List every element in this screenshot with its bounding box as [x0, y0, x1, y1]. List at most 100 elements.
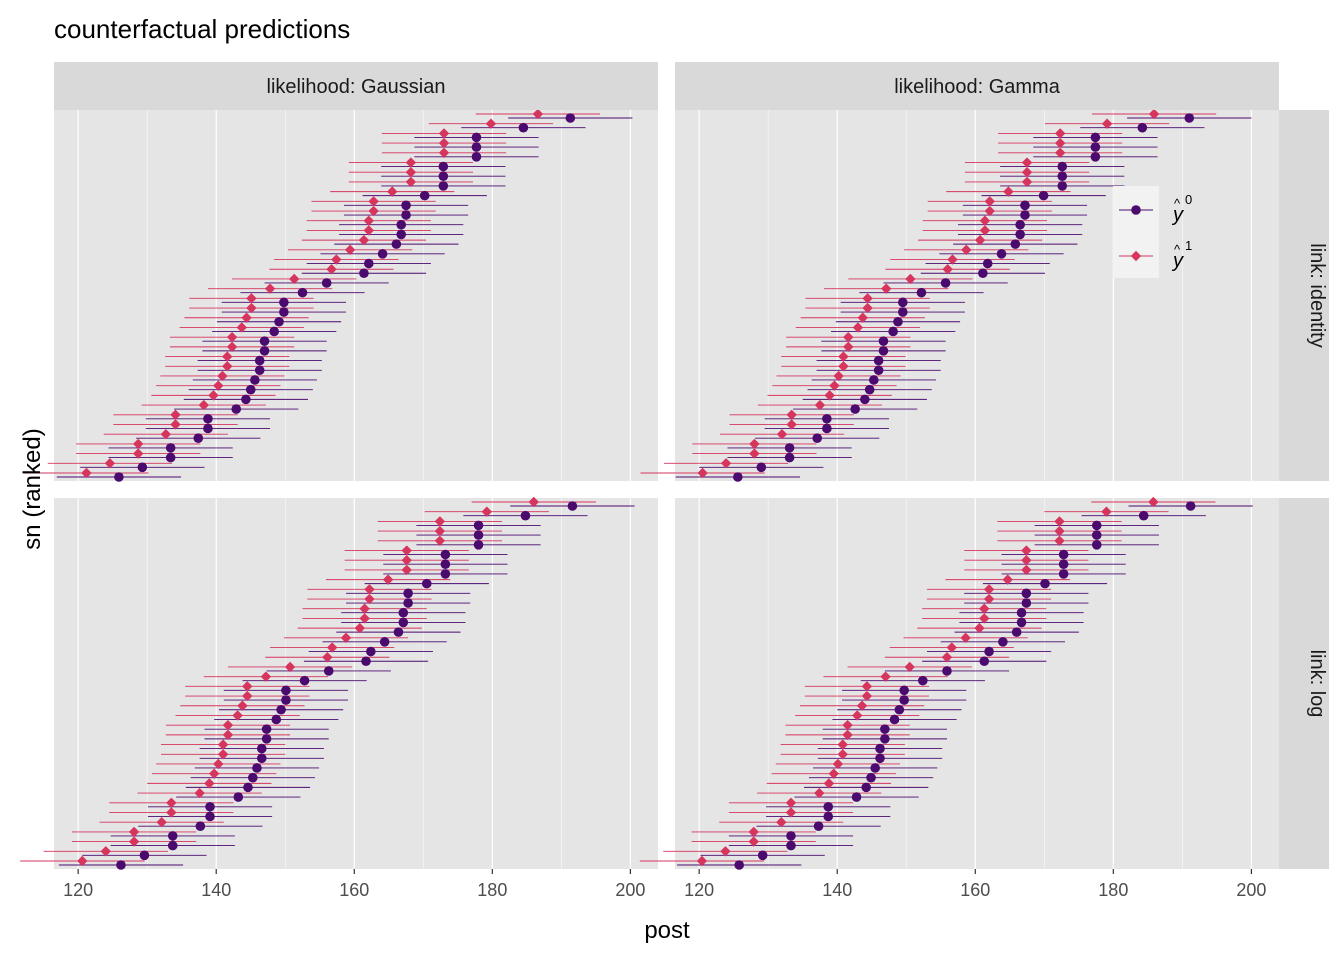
y1-point — [194, 787, 205, 799]
y1-point — [363, 225, 374, 236]
y1-point — [222, 719, 234, 731]
y1-point — [824, 390, 835, 401]
y0-point — [471, 132, 482, 143]
y1-point — [1002, 574, 1013, 585]
y0-point — [1090, 132, 1101, 143]
y1-point — [156, 816, 167, 828]
y1-point — [979, 215, 991, 226]
y0-point — [998, 637, 1008, 647]
legend-background — [1113, 186, 1159, 278]
y1-point — [128, 836, 140, 847]
y1-point — [326, 642, 338, 653]
gridlines — [77, 498, 631, 869]
y0-point — [250, 375, 260, 385]
y0-point — [421, 578, 432, 589]
y1-point — [170, 409, 181, 420]
y1-point — [856, 700, 868, 711]
y1-point — [785, 807, 797, 818]
y1-point — [331, 254, 342, 265]
y0-point — [471, 142, 482, 152]
y1-point — [983, 593, 995, 605]
y0-point — [203, 423, 213, 434]
x-tick-label: 200 — [1236, 880, 1266, 900]
y0-point — [870, 763, 880, 773]
y-axis-title: sn (ranked) — [19, 428, 46, 549]
y0-point — [899, 685, 909, 696]
y0-point — [165, 452, 176, 463]
y1-point — [720, 458, 732, 469]
y1-point — [979, 613, 990, 624]
y1-point — [481, 506, 493, 517]
y0-point — [878, 336, 889, 346]
y1-point — [405, 157, 417, 168]
y0-point — [916, 287, 927, 298]
y1-point — [1148, 108, 1160, 120]
panel-background — [54, 498, 658, 869]
y0-point — [897, 297, 908, 308]
y1-point — [696, 855, 708, 867]
y1-point — [246, 293, 257, 304]
y1-point — [941, 652, 953, 663]
y1-point — [354, 622, 365, 634]
y0-point — [167, 831, 178, 841]
y0-point — [403, 598, 413, 608]
y0-point — [866, 772, 876, 783]
y0-point — [401, 200, 411, 211]
y1-point — [828, 768, 839, 779]
y0-point — [379, 637, 390, 647]
y1-point — [1054, 535, 1065, 547]
y0-point — [377, 249, 388, 259]
y0-point — [1010, 239, 1021, 249]
y0-point — [786, 840, 796, 851]
y1-point — [213, 758, 224, 770]
y1-point — [344, 244, 356, 256]
y1-point — [720, 846, 731, 857]
y1-point — [833, 370, 844, 382]
y0-point — [297, 287, 308, 298]
y1-point — [213, 380, 224, 391]
y1-point — [382, 574, 394, 585]
y0-point — [473, 540, 484, 550]
y1-point — [1054, 128, 1066, 139]
y1-point — [984, 196, 995, 207]
y1-point — [857, 312, 868, 323]
y0-point — [167, 840, 178, 851]
y1-point — [77, 855, 88, 867]
y1-point — [100, 846, 111, 857]
y0-point — [359, 268, 369, 279]
y1-point — [838, 351, 849, 362]
y1-point — [1101, 118, 1113, 129]
y0-point — [195, 821, 206, 831]
panel-background — [675, 498, 1279, 869]
y1-point — [438, 147, 450, 159]
y0-point — [259, 346, 270, 356]
facet-strip-row-2: link: log — [1279, 498, 1329, 869]
y0-point — [279, 307, 289, 317]
y0-point — [822, 423, 832, 434]
y1-point — [438, 128, 450, 139]
y1-point — [843, 331, 854, 343]
y0-point — [1137, 122, 1148, 133]
y0-point — [241, 394, 251, 405]
y1-point — [434, 535, 446, 547]
y0-point — [256, 743, 267, 754]
y0-point — [878, 346, 889, 356]
y0-point — [757, 850, 768, 861]
y1-point — [363, 215, 374, 226]
y1-point — [974, 234, 986, 246]
y0-point — [473, 530, 484, 540]
legend-hat-mark: ^ — [1174, 242, 1181, 257]
panels-layer — [20, 108, 1279, 870]
y0-point — [281, 695, 291, 705]
panel-1 — [24, 108, 658, 482]
legend-key-circle — [1131, 205, 1141, 215]
y1-point — [133, 448, 144, 459]
y1-point — [405, 176, 417, 188]
y1-point — [204, 778, 215, 789]
y0-point — [396, 219, 407, 230]
y0-point — [880, 734, 890, 744]
y1-point — [905, 273, 916, 285]
y1-point — [387, 186, 398, 197]
y0-point — [323, 666, 334, 676]
y1-point — [697, 467, 708, 479]
